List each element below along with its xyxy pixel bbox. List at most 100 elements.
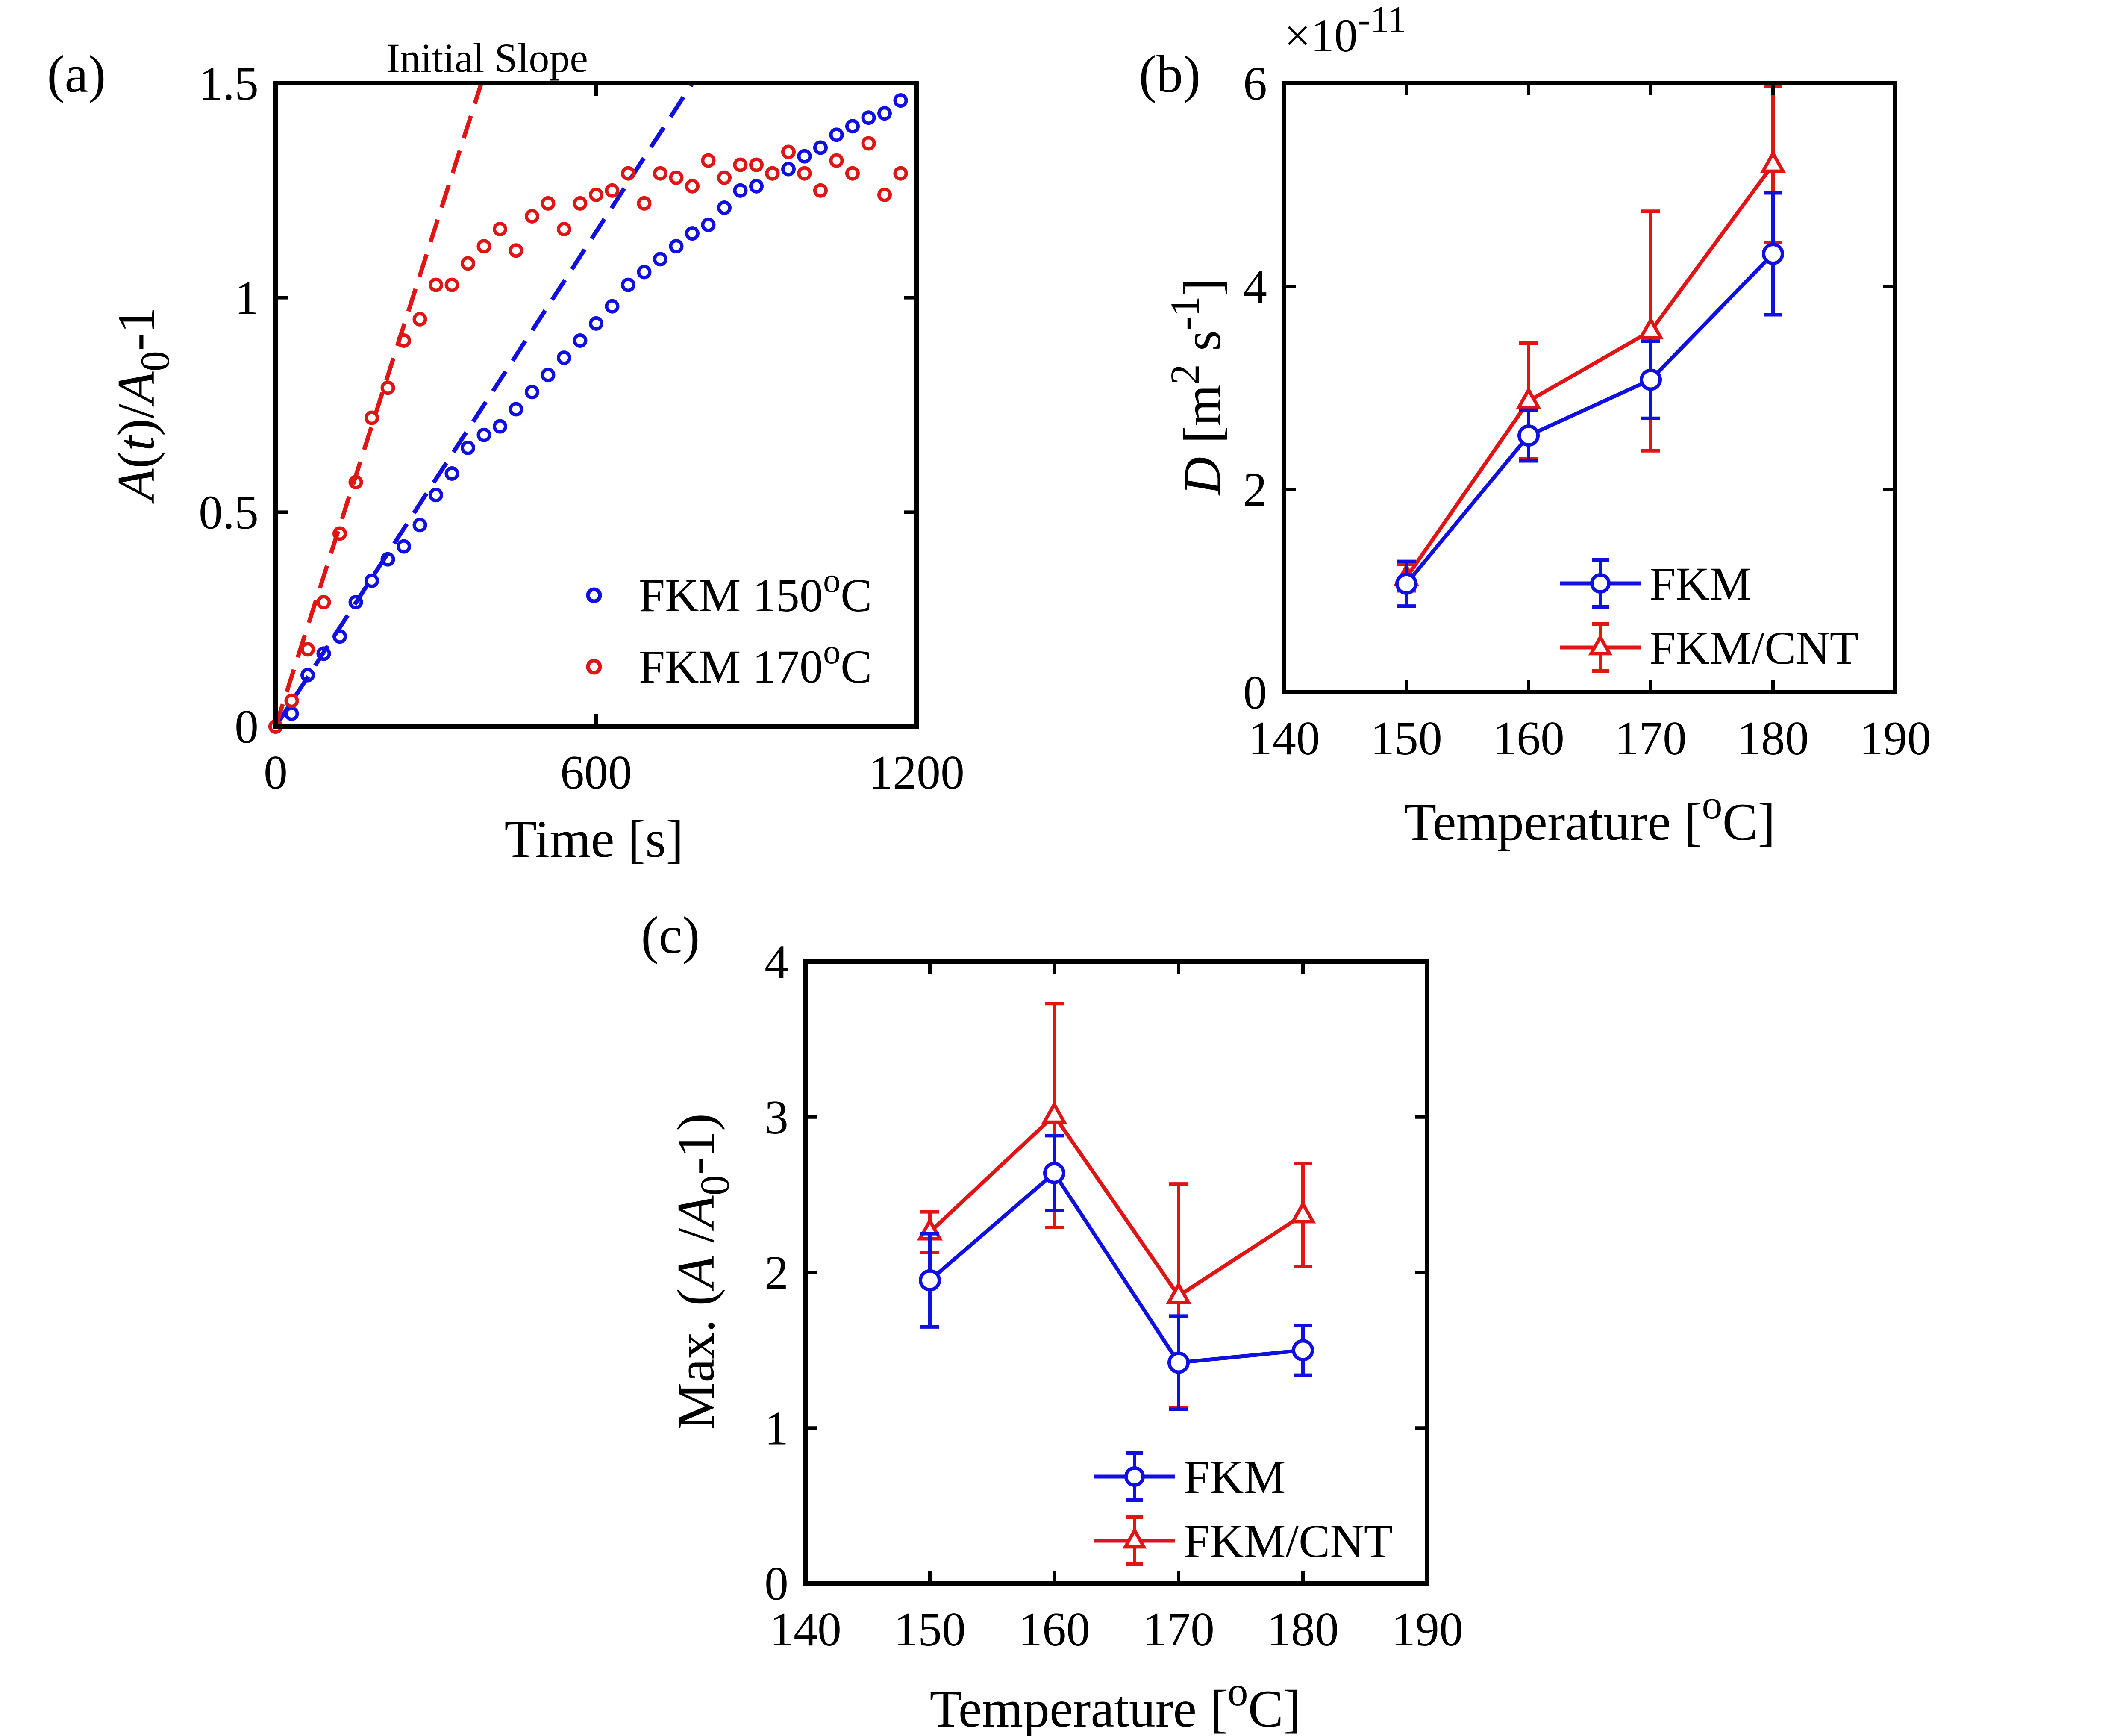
fkm150-data-point [605, 299, 620, 314]
b-ylabel-supm1: -1 [1162, 296, 1208, 330]
b-xlabel-text: Temperature [ [1404, 793, 1702, 851]
c-ytick-label: 4 [764, 936, 788, 989]
fkm170-data-point [637, 196, 652, 211]
b-legend-label-fkm: FKM [1650, 558, 1751, 610]
legend-fkm170-unit: C [841, 641, 872, 693]
ylabel-slash: )/ [107, 403, 165, 436]
c-fkm-marker [1043, 1162, 1065, 1184]
fkm170-data-point [653, 166, 667, 181]
fkm170-data-point [765, 166, 780, 181]
panel-a-y-axis-label: A(t)/A0-1 [107, 307, 178, 504]
c-ylabel-tail: -1) [667, 1113, 725, 1175]
fkm170-data-point [877, 187, 892, 202]
fkm150-data-point [749, 179, 764, 194]
b-xtick-label: 170 [1615, 712, 1687, 765]
panel-c-axes-box [803, 959, 1429, 1586]
panel-b-legend: FKM FKM/CNT [1560, 558, 1858, 674]
panel-c-label: (c) [641, 906, 700, 965]
c-ytick-label: 1 [764, 1402, 788, 1455]
panel-a-x-ticks: 0 600 1200 [264, 83, 964, 799]
ylabel-tail: -1 [107, 307, 165, 351]
ylabel-paren: ( [107, 451, 165, 468]
b-fkm-marker [1640, 368, 1662, 391]
fkm170-data-point [461, 256, 475, 271]
c-fkm-marker [919, 1269, 941, 1292]
b-xlabel-unit: C] [1723, 793, 1776, 851]
a-ytick-label: 1 [235, 272, 259, 325]
initial-slope-line-1 [273, 82, 484, 727]
fkm150-data-point [284, 706, 299, 721]
initial-slope-annotation: Initial Slope [386, 35, 588, 81]
c-legend-label-fkm: FKM [1184, 1451, 1285, 1503]
fkm150-data-point [348, 595, 363, 610]
c-legend-label-fkm-cnt: FKM/CNT [1184, 1515, 1393, 1567]
fkm150-data-point [829, 127, 844, 142]
fkm170-data-point [429, 277, 443, 292]
panel-b-label: (b) [1139, 45, 1201, 103]
fkm170-data-point [284, 693, 299, 708]
b-ytick-label: 6 [1243, 57, 1267, 110]
fkm150-data-point [573, 333, 588, 348]
fkm170-data-point [605, 183, 620, 198]
fkm150-data-point [525, 385, 539, 400]
c-fkm-cnt-series-line [928, 1112, 1304, 1299]
panel-c-y-axis-label: Max. (A /A0-1) [667, 1113, 738, 1430]
legend-marker-fkm170 [586, 659, 602, 675]
c-ylabel-sub0: 0 [692, 1175, 738, 1196]
fkm150-data-point [637, 265, 652, 280]
fkm170-data-point [412, 312, 427, 327]
c-xtick-label: 170 [1143, 1603, 1214, 1656]
fkm150-data-point [541, 368, 556, 383]
panel-a-x-axis-label: Time [s] [504, 810, 683, 868]
panel-a-plot-area [268, 82, 908, 734]
fkm170-data-point [365, 410, 379, 425]
c-xtick-label: 180 [1267, 1603, 1339, 1656]
fkm150-data-point [861, 110, 876, 125]
c-fkm-cnt-marker [1041, 1100, 1067, 1124]
legend-fkm150-sup: o [823, 561, 841, 600]
c-fkm-marker [1167, 1351, 1190, 1374]
fkm170-data-point [300, 642, 315, 657]
scale-exp: -11 [1358, 0, 1406, 41]
fkm170-data-point [893, 166, 908, 181]
fkm170-data-point [749, 157, 764, 172]
fkm170-data-point [621, 166, 635, 181]
ylabel-sub0: 0 [132, 351, 178, 371]
fkm150-data-point [316, 646, 331, 661]
legend-label-fkm150: FKM 150oC [639, 561, 872, 621]
b-legend-label-fkm-cnt: FKM/CNT [1650, 622, 1858, 674]
fkm150-data-point [461, 440, 475, 455]
fkm150-data-point [380, 552, 395, 567]
c-fkm-marker [1292, 1339, 1314, 1362]
b-xlabel-sup: o [1702, 782, 1723, 827]
ylabel-a0: A [107, 371, 165, 407]
initial-slope-line-0 [273, 82, 694, 728]
fkm150-data-point [733, 183, 748, 198]
panel-a-y-ticks: 0 0.5 1 1.5 [199, 57, 917, 753]
a-ytick-label: 1.5 [199, 57, 259, 110]
fkm170-data-point [509, 243, 523, 258]
panel-c-y-ticks: 0 1 2 3 4 [764, 936, 1427, 1610]
a-xtick-label: 1200 [869, 746, 964, 799]
c-ylabel-a: A [667, 1255, 725, 1291]
legend-label-fkm170: FKM 170oC [639, 632, 872, 693]
fkm150-data-point [493, 419, 507, 434]
fkm170-data-point [845, 166, 860, 181]
fkm150-data-point [797, 149, 812, 164]
b-ylabel-open: [m [1173, 385, 1232, 457]
fkm170-data-point [829, 153, 844, 168]
b-legend-marker-fkm [1590, 573, 1611, 594]
c-ytick-label: 0 [764, 1557, 788, 1610]
ylabel-t: t [107, 435, 165, 451]
fkm170-data-point [861, 136, 876, 151]
b-ylabel-sup2: 2 [1162, 364, 1208, 385]
panel-a-legend: FKM 150oC FKM 170oC [586, 561, 872, 693]
fkm170-data-point [589, 187, 603, 202]
c-xtick-label: 160 [1018, 1603, 1090, 1656]
b-fkm-cnt-marker [1760, 150, 1786, 173]
b-ytick-label: 0 [1243, 666, 1267, 719]
fkm150-data-point [845, 119, 860, 134]
c-xtick-label: 190 [1391, 1603, 1463, 1656]
fkm170-data-point [701, 153, 716, 168]
